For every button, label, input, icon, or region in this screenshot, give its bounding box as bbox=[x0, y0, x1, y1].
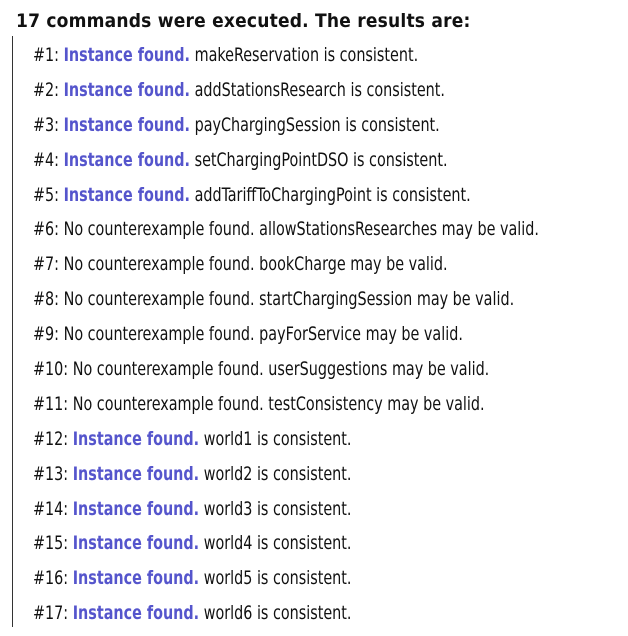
result-text: setChargingPointDSO is consistent. bbox=[194, 148, 448, 171]
result-number: #4 bbox=[33, 148, 55, 171]
result-number: #6 bbox=[33, 218, 55, 241]
result-line: #1: Instance found. makeReservation is c… bbox=[33, 44, 419, 66]
result-line: #16: Instance found. world5 is consisten… bbox=[33, 567, 352, 590]
result-number: #9 bbox=[33, 323, 55, 346]
result-text: addTariffToChargingPoint is consistent. bbox=[194, 183, 471, 206]
result-text: world2 is consistent. bbox=[203, 462, 352, 485]
result-text: No counterexample found. payForService m… bbox=[63, 323, 463, 346]
instance-found-link[interactable]: Instance found. bbox=[72, 427, 200, 450]
result-line: #17: Instance found. world6 is consisten… bbox=[33, 602, 352, 625]
left-border bbox=[12, 36, 13, 627]
result-line: #9: No counterexample found. payForServi… bbox=[33, 323, 463, 346]
result-number: #2 bbox=[33, 78, 55, 101]
result-text: makeReservation is consistent. bbox=[194, 44, 419, 66]
result-text: No counterexample found. allowStationsRe… bbox=[63, 218, 539, 241]
instance-found-link[interactable]: Instance found. bbox=[72, 567, 200, 590]
instance-found-link[interactable]: Instance found. bbox=[72, 602, 200, 625]
result-line: #4: Instance found. setChargingPointDSO … bbox=[33, 148, 448, 171]
result-text: No counterexample found. testConsistency… bbox=[72, 392, 485, 415]
results-header: 17 commands were executed. The results a… bbox=[16, 10, 471, 32]
result-number: #10 bbox=[33, 358, 64, 381]
result-number: #5 bbox=[33, 183, 55, 206]
result-line: #8: No counterexample found. startChargi… bbox=[33, 288, 515, 311]
result-number: #12 bbox=[33, 427, 64, 450]
result-number: #17 bbox=[33, 602, 64, 625]
results-list: #1: Instance found. makeReservation is c… bbox=[33, 43, 628, 636]
result-line: #5: Instance found. addTariffToChargingP… bbox=[33, 183, 471, 206]
result-line: #12: Instance found. world1 is consisten… bbox=[33, 427, 352, 450]
result-text: world6 is consistent. bbox=[203, 602, 352, 625]
result-number: #3 bbox=[33, 113, 55, 136]
result-text: No counterexample found. userSuggestions… bbox=[72, 358, 490, 381]
result-line: #6: No counterexample found. allowStatio… bbox=[33, 218, 539, 241]
result-number: #7 bbox=[33, 253, 55, 276]
result-number: #14 bbox=[33, 497, 64, 520]
result-number: #15 bbox=[33, 532, 64, 555]
result-text: No counterexample found. bookCharge may … bbox=[63, 253, 448, 276]
result-text: addStationsResearch is consistent. bbox=[194, 78, 445, 101]
instance-found-link[interactable]: Instance found. bbox=[63, 78, 191, 101]
result-line: #11: No counterexample found. testConsis… bbox=[33, 392, 485, 415]
result-line: #13: Instance found. world2 is consisten… bbox=[33, 462, 352, 485]
instance-found-link[interactable]: Instance found. bbox=[63, 44, 191, 66]
instance-found-link[interactable]: Instance found. bbox=[72, 462, 200, 485]
result-number: #11 bbox=[33, 392, 64, 415]
result-line: #2: Instance found. addStationsResearch … bbox=[33, 78, 445, 101]
instance-found-link[interactable]: Instance found. bbox=[72, 532, 200, 555]
result-line: #15: Instance found. world4 is consisten… bbox=[33, 532, 352, 555]
result-number: #8 bbox=[33, 288, 55, 311]
result-line: #14: Instance found. world3 is consisten… bbox=[33, 497, 352, 520]
result-number: #16 bbox=[33, 567, 64, 590]
result-text: world3 is consistent. bbox=[203, 497, 352, 520]
result-line: #10: No counterexample found. userSugges… bbox=[33, 358, 490, 381]
instance-found-link[interactable]: Instance found. bbox=[63, 113, 191, 136]
result-text: world5 is consistent. bbox=[203, 567, 352, 590]
result-text: world1 is consistent. bbox=[203, 427, 352, 450]
result-text: No counterexample found. startChargingSe… bbox=[63, 288, 515, 311]
result-text: payChargingSession is consistent. bbox=[194, 113, 440, 136]
result-number: #1 bbox=[33, 44, 55, 66]
result-number: #13 bbox=[33, 462, 64, 485]
result-text: world4 is consistent. bbox=[203, 532, 352, 555]
result-line: #7: No counterexample found. bookCharge … bbox=[33, 253, 448, 276]
result-line: #3: Instance found. payChargingSession i… bbox=[33, 113, 440, 136]
instance-found-link[interactable]: Instance found. bbox=[72, 497, 200, 520]
instance-found-link[interactable]: Instance found. bbox=[63, 183, 191, 206]
instance-found-link[interactable]: Instance found. bbox=[63, 148, 191, 171]
